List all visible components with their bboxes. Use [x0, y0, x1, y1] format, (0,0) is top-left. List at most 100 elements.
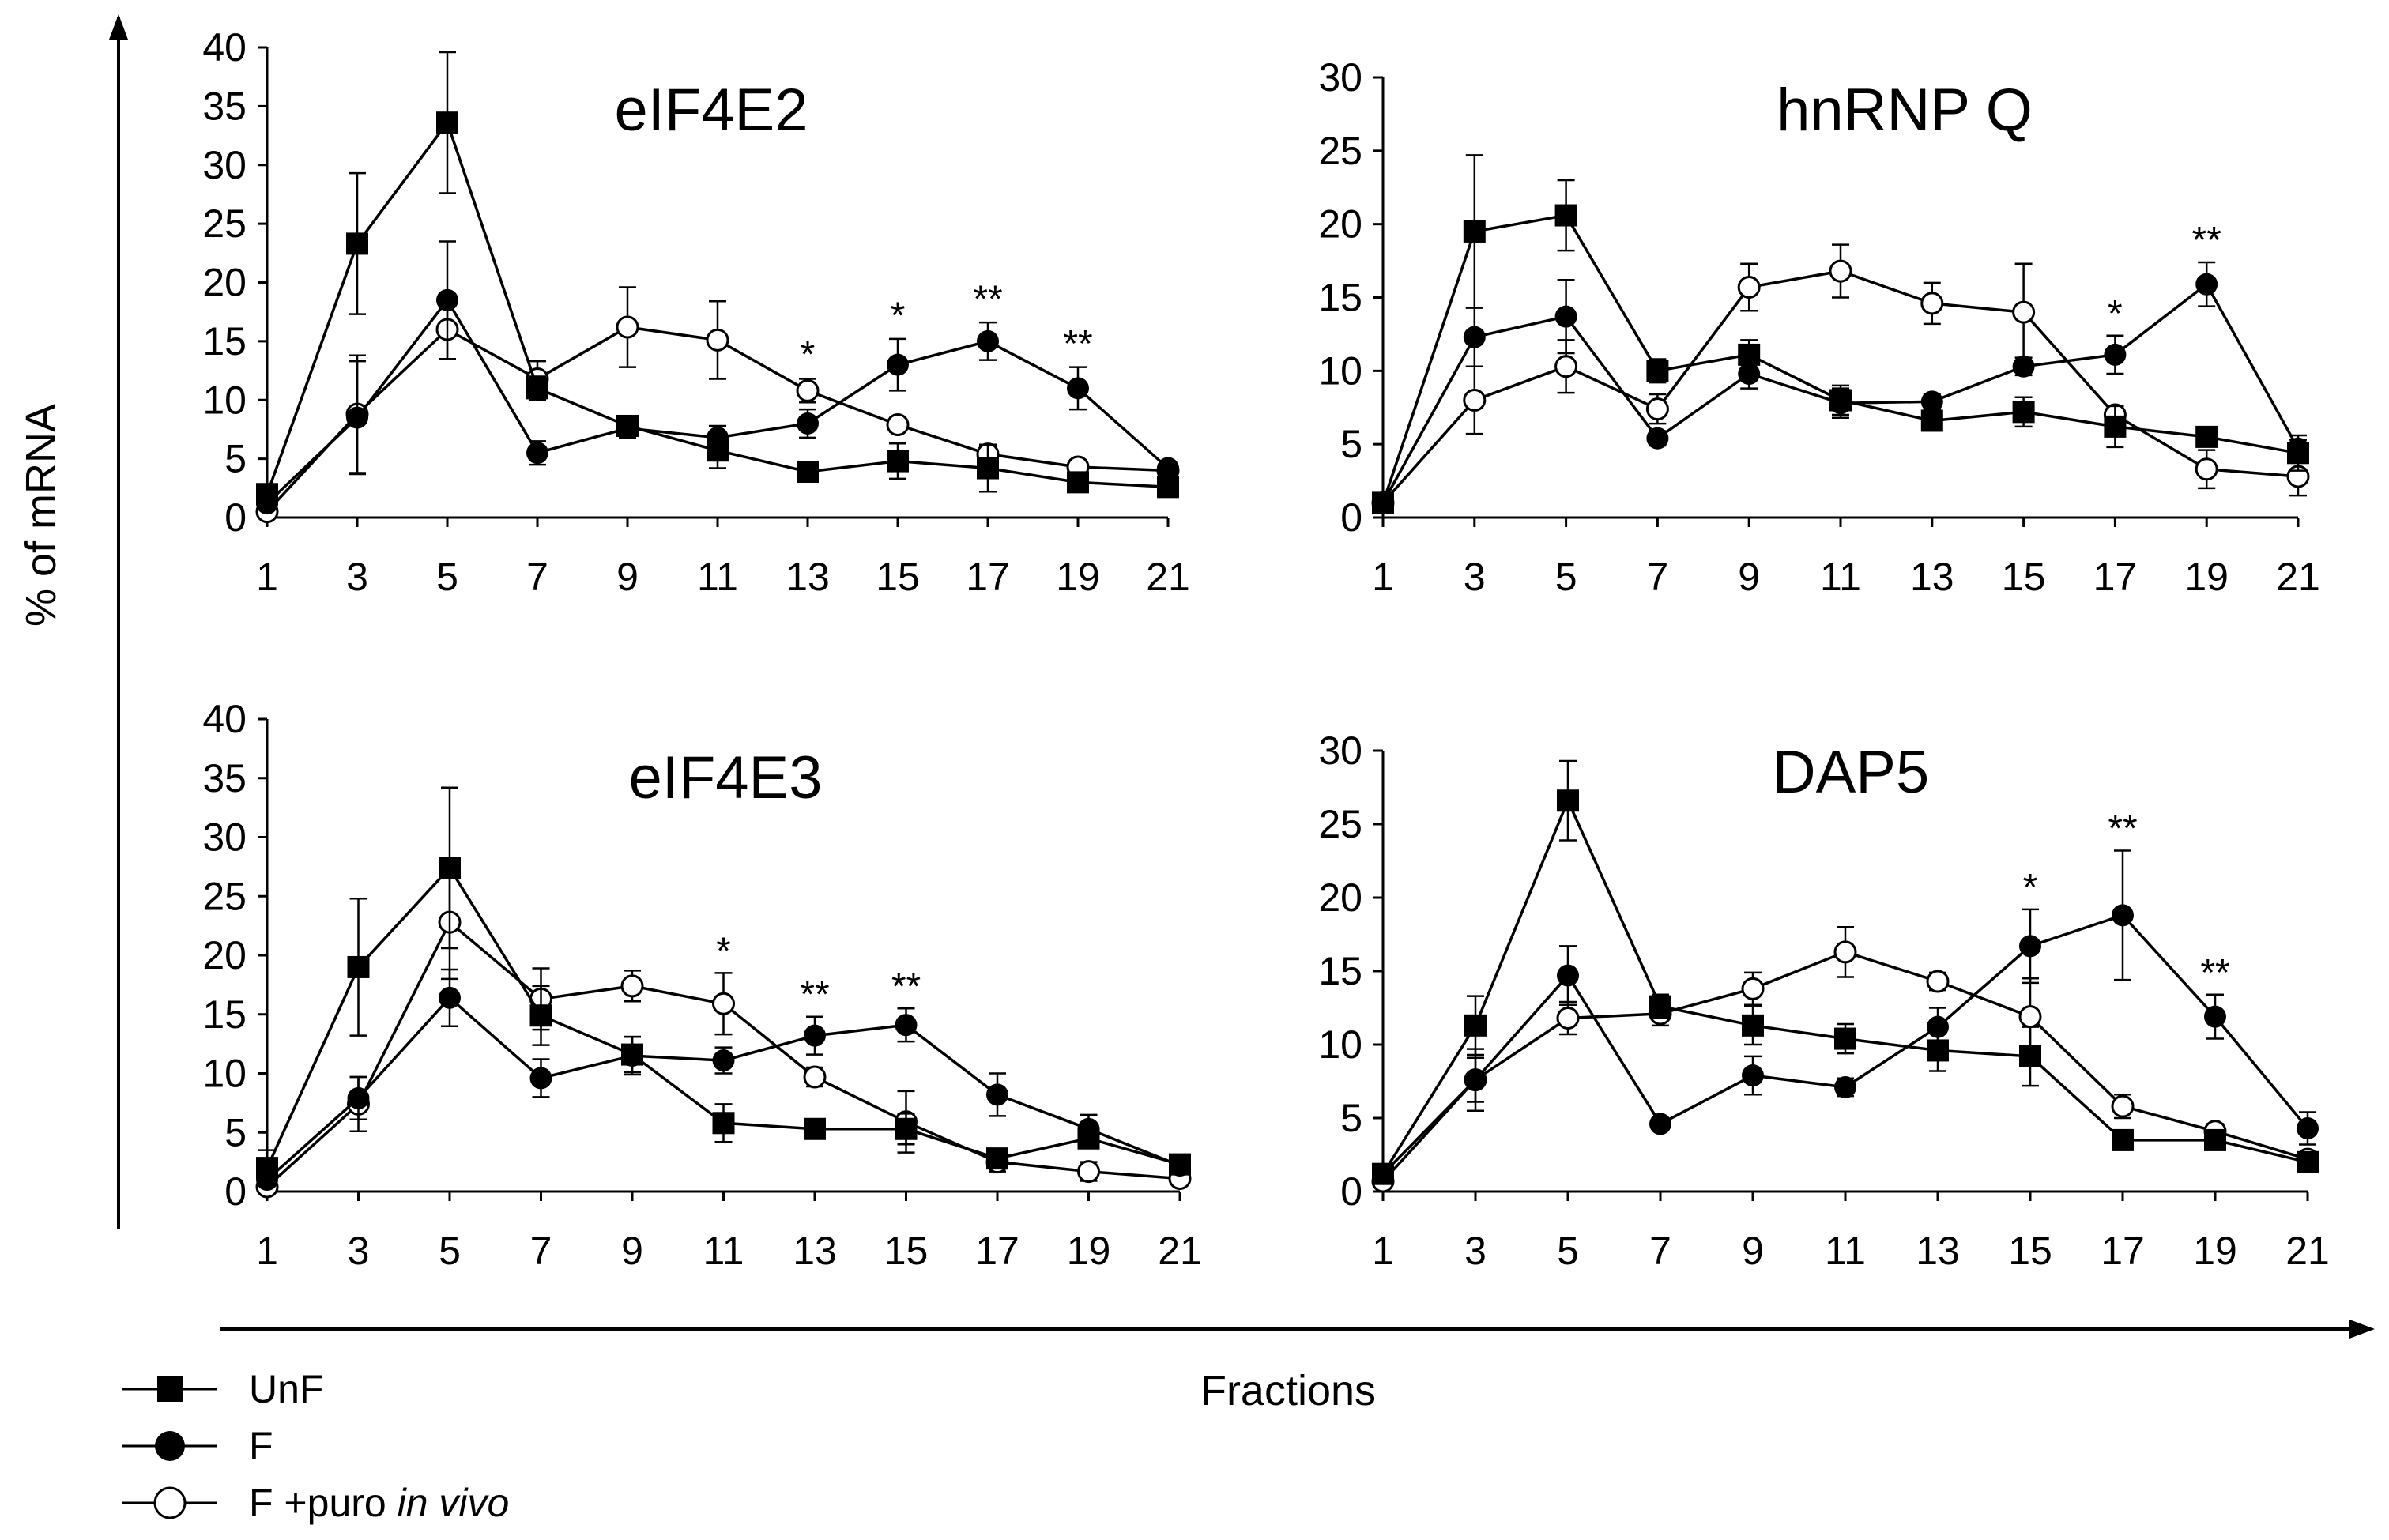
- data-point-f: [529, 1067, 552, 1090]
- series-f-puro: [255, 286, 1180, 524]
- x-tick-label: 11: [703, 1229, 744, 1273]
- significance-marker: **: [2108, 808, 2137, 849]
- data-point-f: [347, 1086, 370, 1109]
- data-point-f: [439, 986, 461, 1009]
- data-point-f: [1649, 1113, 1671, 1135]
- data-point-unf: [804, 1117, 826, 1140]
- y-tick-label: 25: [202, 201, 247, 246]
- x-tick-label: 13: [1916, 1229, 1960, 1273]
- data-point-f: [1646, 427, 1669, 450]
- series-f: [256, 240, 1179, 515]
- significance-marker: **: [800, 974, 829, 1016]
- data-point-f: [2195, 273, 2218, 296]
- data-point-unf: [436, 111, 458, 134]
- legend-item-f: F: [122, 1424, 273, 1468]
- x-tick-label: 19: [1067, 1229, 1111, 1273]
- legend-label-f-puro-main: F +puro: [249, 1481, 386, 1525]
- panel-title: eIF4E2: [614, 77, 808, 144]
- x-tick-label: 9: [1742, 1229, 1764, 1273]
- legend-label-unf: UnF: [249, 1367, 323, 1411]
- y-tick-label: 30: [202, 815, 247, 860]
- y-tick-label: 25: [1318, 802, 1362, 846]
- x-tick-label: 13: [793, 1229, 837, 1273]
- data-point-f: [2112, 904, 2134, 927]
- data-point-f: [2287, 437, 2309, 460]
- data-point-f-puro: [1926, 970, 1950, 993]
- y-tick-label: 0: [224, 1169, 247, 1214]
- x-tick-label: 1: [1372, 555, 1394, 599]
- x-tick-label: 9: [1738, 555, 1760, 599]
- y-axis-arrowhead: [109, 14, 128, 40]
- y-tick-label: 30: [202, 143, 247, 187]
- y-tick-label: 25: [1318, 129, 1362, 173]
- data-point-f-puro: [1463, 388, 1487, 412]
- y-tick-label: 30: [1318, 55, 1362, 100]
- data-point-unf: [2297, 1150, 2319, 1173]
- y-tick-label: 0: [1340, 495, 1362, 540]
- legend: UnF F F +puro in vivo: [122, 1367, 509, 1525]
- data-point-unf: [2195, 425, 2218, 448]
- x-tick-label: 17: [966, 555, 1010, 599]
- data-point-f: [986, 1083, 1008, 1106]
- data-point-f-puro: [1920, 292, 1944, 315]
- legend-label-f-puro: F +puro in vivo: [249, 1481, 509, 1525]
- data-point-f: [1067, 377, 1089, 400]
- panel-title: eIF4E3: [628, 744, 822, 811]
- y-tick-label: 15: [202, 992, 247, 1037]
- x-tick-label: 21: [2285, 1229, 2330, 1273]
- data-point-f-puro: [1737, 276, 1761, 299]
- legend-item-f-puro: F +puro in vivo: [122, 1481, 509, 1525]
- x-tick-label: 7: [526, 555, 548, 599]
- y-tick-label: 10: [202, 1052, 247, 1096]
- data-point-f: [621, 1045, 643, 1067]
- data-point-f: [1372, 1162, 1394, 1185]
- data-point-f: [1077, 1117, 1100, 1140]
- x-tick-label: 19: [2193, 1229, 2237, 1273]
- series-f: [256, 968, 1191, 1192]
- x-tick-label: 19: [1056, 555, 1100, 599]
- series-f-puro: [1371, 243, 2310, 514]
- data-point-unf: [712, 1112, 735, 1135]
- significance-marker: *: [2023, 867, 2038, 909]
- data-point-unf: [1067, 471, 1089, 494]
- data-point-f: [436, 288, 458, 311]
- data-point-f: [2012, 355, 2035, 378]
- x-axis-arrowhead: [2349, 1320, 2375, 1339]
- x-tick-label: 1: [1372, 1229, 1394, 1273]
- data-point-f: [1829, 392, 1852, 415]
- significance-marker: *: [891, 295, 906, 337]
- y-tick-label: 25: [202, 874, 247, 918]
- data-point-f: [977, 329, 999, 352]
- series-f-puro: [1371, 925, 2319, 1193]
- data-point-unf: [1742, 1014, 1764, 1037]
- x-tick-label: 5: [436, 555, 458, 599]
- data-point-f: [1463, 326, 1486, 348]
- x-tick-label: 17: [2101, 1229, 2145, 1273]
- x-tick-label: 11: [697, 555, 738, 599]
- data-point-unf: [2204, 1128, 2226, 1151]
- x-tick-label: 3: [1464, 1229, 1487, 1273]
- x-tick-label: 3: [346, 555, 368, 599]
- y-tick-label: 30: [1318, 729, 1362, 773]
- x-tick-label: 1: [256, 1229, 278, 1273]
- y-tick-label: 5: [1340, 422, 1362, 466]
- data-point-f-puro: [1741, 977, 1765, 1000]
- x-tick-label: 7: [530, 1229, 552, 1273]
- data-point-f-puro: [1077, 1160, 1100, 1184]
- panel-title: hnRNP Q: [1777, 77, 2033, 144]
- y-tick-label: 15: [1318, 276, 1362, 320]
- data-point-f-puro: [796, 378, 820, 402]
- data-point-f: [895, 1014, 918, 1037]
- y-tick-label: 10: [1318, 1022, 1362, 1067]
- data-point-f-puro: [1833, 940, 1857, 964]
- data-point-f-puro: [1556, 1007, 1580, 1030]
- y-tick-label: 35: [202, 756, 247, 800]
- data-point-unf: [1463, 220, 1486, 243]
- data-point-f: [256, 492, 278, 515]
- data-point-unf: [1649, 995, 1671, 1018]
- x-tick-label: 5: [1555, 555, 1577, 599]
